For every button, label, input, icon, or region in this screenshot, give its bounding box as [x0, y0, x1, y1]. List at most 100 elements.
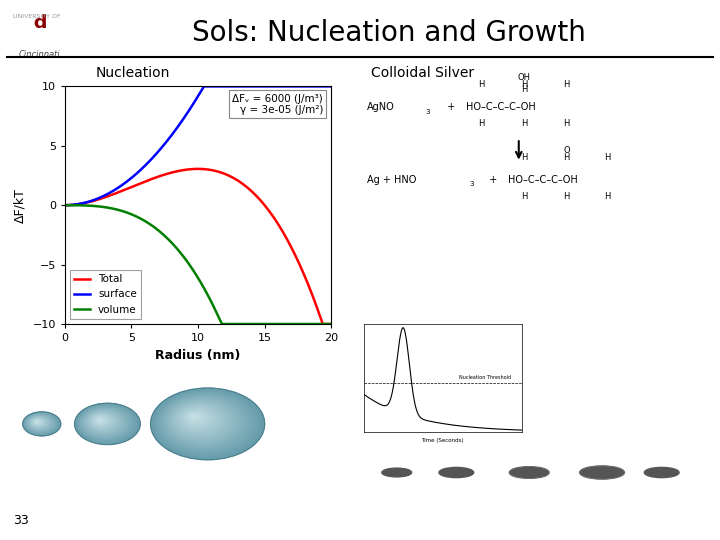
- Ellipse shape: [94, 416, 109, 426]
- Ellipse shape: [509, 467, 549, 478]
- Ellipse shape: [97, 418, 102, 422]
- Ellipse shape: [172, 402, 229, 438]
- Ellipse shape: [24, 413, 58, 434]
- Total: [91, 197, 99, 204]
- surface: [60, 202, 69, 208]
- Ellipse shape: [35, 420, 40, 424]
- Ellipse shape: [81, 408, 129, 438]
- volume: [60, 202, 69, 208]
- Ellipse shape: [23, 412, 60, 436]
- Text: H: H: [521, 153, 527, 162]
- surface: [327, 83, 336, 90]
- Ellipse shape: [29, 416, 51, 430]
- Text: H: H: [604, 192, 610, 201]
- Ellipse shape: [174, 404, 225, 436]
- surface: [174, 123, 183, 129]
- Ellipse shape: [189, 414, 200, 421]
- Ellipse shape: [176, 405, 222, 434]
- Ellipse shape: [156, 392, 256, 454]
- Ellipse shape: [76, 404, 138, 443]
- Ellipse shape: [80, 407, 131, 439]
- Ellipse shape: [161, 395, 247, 449]
- Ellipse shape: [31, 417, 47, 428]
- Ellipse shape: [92, 415, 112, 427]
- Ellipse shape: [94, 416, 107, 425]
- Ellipse shape: [30, 416, 50, 429]
- Ellipse shape: [90, 414, 114, 429]
- Ellipse shape: [24, 413, 60, 435]
- Ellipse shape: [89, 413, 117, 430]
- Line: surface: surface: [65, 86, 331, 205]
- Text: H: H: [563, 153, 570, 162]
- Ellipse shape: [95, 417, 107, 424]
- Ellipse shape: [27, 415, 53, 431]
- Ellipse shape: [75, 404, 139, 444]
- Total: [163, 171, 171, 177]
- Ellipse shape: [166, 398, 240, 445]
- Ellipse shape: [168, 400, 235, 442]
- Text: +: +: [484, 174, 498, 185]
- Total: [322, 321, 330, 327]
- Ellipse shape: [192, 416, 195, 418]
- Ellipse shape: [75, 403, 140, 444]
- Ellipse shape: [165, 397, 241, 446]
- Text: ΔFᵥ = 6000 (J/m³)
γ = 3e-05 (J/m²): ΔFᵥ = 6000 (J/m³) γ = 3e-05 (J/m²): [233, 93, 323, 115]
- Ellipse shape: [179, 407, 217, 431]
- Line: volume: volume: [65, 205, 331, 324]
- Text: HO–C–C–C–OH: HO–C–C–C–OH: [508, 174, 578, 185]
- Ellipse shape: [175, 404, 224, 435]
- Text: ᵈ: ᵈ: [32, 15, 47, 44]
- Ellipse shape: [96, 418, 104, 423]
- Ellipse shape: [30, 417, 48, 428]
- Ellipse shape: [25, 414, 57, 434]
- Ellipse shape: [88, 413, 117, 431]
- volume: [327, 321, 336, 327]
- Text: 33: 33: [13, 514, 29, 526]
- Ellipse shape: [86, 411, 121, 433]
- Total: [194, 166, 202, 172]
- Text: H: H: [521, 80, 527, 89]
- Ellipse shape: [159, 394, 251, 451]
- volume: [163, 235, 171, 241]
- Ellipse shape: [184, 410, 210, 427]
- Ellipse shape: [24, 413, 58, 434]
- Ellipse shape: [170, 401, 233, 441]
- Text: AgNO: AgNO: [367, 102, 395, 112]
- Ellipse shape: [96, 417, 105, 423]
- Ellipse shape: [154, 390, 259, 456]
- Text: H: H: [604, 153, 610, 162]
- Text: Nucleation Threshold: Nucleation Threshold: [459, 375, 510, 380]
- Ellipse shape: [33, 419, 43, 426]
- Text: H: H: [521, 119, 527, 128]
- Ellipse shape: [29, 416, 50, 430]
- Ellipse shape: [35, 420, 41, 424]
- Ellipse shape: [183, 409, 211, 428]
- Ellipse shape: [27, 415, 54, 432]
- Ellipse shape: [85, 410, 123, 434]
- volume: [217, 321, 226, 327]
- Text: H: H: [521, 85, 527, 94]
- Ellipse shape: [88, 412, 119, 431]
- Text: OH: OH: [518, 73, 531, 82]
- Ellipse shape: [153, 389, 261, 457]
- Ellipse shape: [32, 418, 46, 427]
- Text: H: H: [479, 119, 485, 128]
- Total: [327, 321, 336, 327]
- volume: [91, 203, 99, 210]
- Total: [318, 321, 327, 327]
- Text: H: H: [563, 119, 570, 128]
- Ellipse shape: [92, 415, 110, 427]
- Ellipse shape: [186, 411, 206, 424]
- Text: H: H: [479, 80, 485, 89]
- Ellipse shape: [30, 417, 49, 429]
- Ellipse shape: [28, 415, 53, 431]
- Ellipse shape: [87, 411, 120, 432]
- Ellipse shape: [35, 421, 40, 423]
- Ellipse shape: [168, 400, 236, 443]
- Ellipse shape: [26, 414, 56, 433]
- Ellipse shape: [83, 409, 127, 436]
- Total: [60, 202, 69, 208]
- Ellipse shape: [181, 409, 213, 429]
- surface: [107, 189, 115, 195]
- Ellipse shape: [34, 420, 42, 424]
